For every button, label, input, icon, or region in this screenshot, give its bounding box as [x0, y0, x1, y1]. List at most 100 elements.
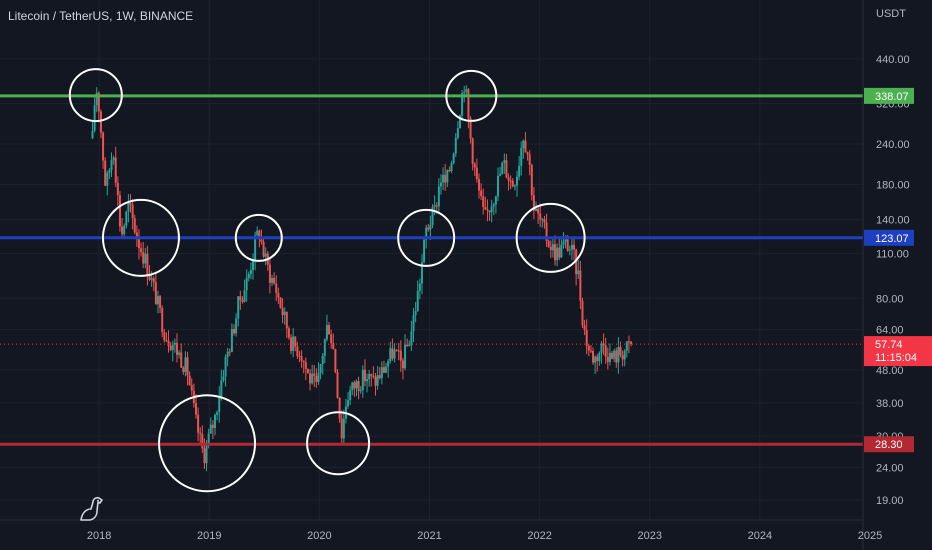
candle-body	[300, 356, 303, 361]
y-tick-label: 48.00	[876, 365, 904, 377]
candle-body	[382, 367, 385, 373]
candle-body	[353, 382, 356, 389]
candle-body	[539, 213, 542, 220]
candle-body	[325, 325, 328, 340]
candle-body	[104, 160, 107, 186]
candle-body	[243, 290, 246, 302]
candle-body	[545, 222, 548, 242]
candle-body	[118, 195, 121, 227]
candle-body	[380, 367, 383, 379]
candle-body	[585, 330, 588, 346]
candle-body	[292, 336, 295, 351]
candle-body	[306, 368, 309, 374]
candle-body	[211, 424, 214, 428]
candle-body	[579, 270, 582, 301]
candle-body	[161, 307, 164, 333]
candle-body	[159, 296, 162, 308]
candle-body	[627, 341, 630, 343]
candle-body	[471, 138, 474, 164]
candle-body	[431, 207, 434, 226]
y-tick-label: 440.00	[876, 54, 910, 66]
candle-body	[492, 204, 495, 207]
y-tick-label: 64.00	[876, 325, 904, 337]
candle-body	[608, 352, 611, 363]
axis-unit[interactable]: USDT	[876, 8, 906, 20]
annotation-circle	[158, 394, 257, 493]
candle-body	[397, 350, 400, 352]
annotation-circles	[68, 68, 586, 493]
candle-body	[621, 355, 624, 360]
candle-body	[127, 202, 130, 212]
candle-body	[372, 375, 375, 377]
candle-body	[135, 232, 138, 240]
candle-body	[496, 175, 499, 197]
candle-body	[264, 253, 267, 257]
candle-body	[606, 356, 609, 363]
candle-body	[287, 328, 290, 338]
candle-body	[123, 225, 126, 235]
candle-body	[602, 343, 605, 346]
candle-body	[247, 274, 250, 279]
candle-body	[458, 115, 461, 129]
candle-body	[112, 157, 115, 161]
candle-body	[235, 318, 238, 334]
candle-body	[589, 350, 592, 352]
candle-body	[114, 157, 117, 183]
candle-body	[482, 196, 485, 207]
candle-body	[319, 364, 322, 373]
candle-body	[317, 372, 320, 382]
candle-body	[613, 350, 616, 359]
candle-body	[370, 373, 373, 376]
candle-body	[387, 361, 390, 367]
candle-body	[513, 185, 516, 187]
candle-body	[564, 239, 567, 242]
candle-body	[102, 132, 105, 161]
candle-body	[446, 170, 449, 183]
candle-body	[475, 167, 478, 180]
candle-body	[154, 282, 157, 305]
candle-body	[541, 219, 544, 221]
candle-body	[260, 239, 263, 242]
candle-body	[554, 244, 557, 261]
candle-body	[488, 210, 491, 213]
x-tick-label: 2025	[858, 530, 882, 542]
candle-body	[577, 270, 580, 275]
candle-body	[429, 225, 432, 230]
price-label-text: 123.07	[875, 233, 909, 245]
candle-body	[184, 357, 187, 372]
candle-body	[239, 296, 242, 301]
candle-body	[592, 350, 595, 363]
candle-body	[435, 205, 438, 207]
candle-body	[275, 283, 278, 293]
candle-body	[528, 154, 531, 166]
y-tick-label: 140.00	[876, 215, 910, 227]
candle-body	[486, 209, 489, 211]
candle-body	[516, 176, 519, 186]
candle-body	[461, 93, 464, 116]
candle-body	[140, 248, 143, 253]
candle-body	[359, 390, 362, 392]
candle-body	[298, 356, 301, 358]
candle-body	[163, 332, 166, 341]
candle-body	[522, 140, 525, 149]
candle-body	[499, 173, 502, 176]
candle-body	[197, 414, 200, 433]
tradingview-logo-icon[interactable]	[78, 493, 108, 523]
candle-body	[226, 351, 229, 358]
candle-body	[268, 264, 271, 283]
candle-body	[256, 230, 259, 236]
candle-body	[175, 342, 178, 355]
candle-body	[224, 357, 227, 377]
candle-body	[186, 357, 189, 376]
candle-body	[617, 347, 620, 363]
candle-body	[201, 433, 204, 449]
candle-body	[283, 311, 286, 316]
x-tick-label: 2022	[527, 530, 551, 542]
candle-body	[146, 253, 149, 276]
candle-body	[332, 343, 335, 350]
candle-body	[378, 375, 381, 379]
candle-body	[573, 244, 576, 250]
candle-body	[484, 206, 487, 210]
